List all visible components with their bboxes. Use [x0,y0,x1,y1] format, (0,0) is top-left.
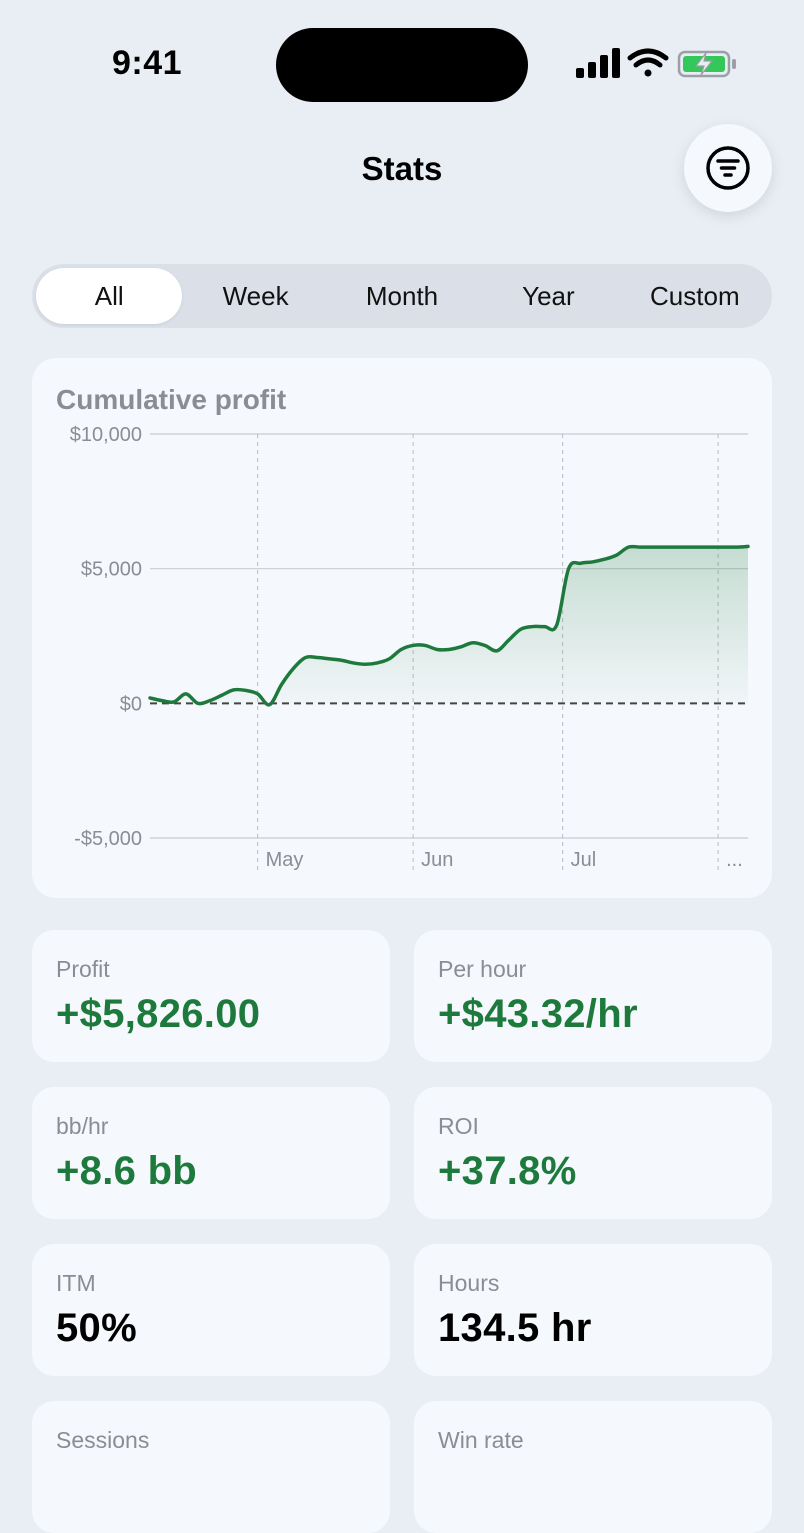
cumulative-profit-card: $10,000 $5,000 $0 -$5,000 May Jun Jul... Cumul… [32,358,772,898]
stat-card-per-hour: Per hour +$43.32/hr [414,930,772,1062]
cumulative-profit-chart: $10,000 $5,000 $0 -$5,000 May Jun Jul... [70,424,750,871]
stat-value: +$5,826.00 [56,992,261,1036]
profit-area [150,546,748,705]
stat-label: Per hour [438,956,527,982]
stat-card-sessions: Sessions [32,1401,390,1533]
profit-line [148,544,750,707]
stat-value: +37.8% [438,1149,577,1193]
x-tick-label: May [266,849,304,871]
stat-label: Hours [438,1270,500,1296]
status-time: 9:41 [112,44,183,82]
y-tick-label: -$5,000 [74,828,142,850]
stat-value: +$43.32/hr [438,992,638,1036]
stat-label: Profit [56,956,110,982]
stat-card-itm: ITM 50% [32,1244,390,1376]
stat-label: ITM [56,1270,96,1296]
filter-icon [706,146,750,190]
dynamic-island [276,28,528,102]
segment-month[interactable]: Month [365,280,439,311]
cellular-signal-icon [576,48,620,78]
chart-title: Cumulative profit [56,384,287,415]
stat-card-profit: Profit +$5,826.00 [32,930,390,1062]
status-icons [576,48,736,78]
stat-label: bb/hr [56,1113,109,1139]
stat-label: ROI [438,1113,479,1139]
stat-card-bb-hr: bb/hr +8.6 bb [32,1087,390,1219]
wifi-icon [627,48,669,77]
segment-custom[interactable]: Custom [650,280,740,311]
stat-card-roi: ROI +37.8% [414,1087,772,1219]
y-tick-label: $10,000 [70,424,142,446]
segment-week[interactable]: Week [222,280,289,311]
stat-card-win-rate: Win rate [414,1401,772,1533]
y-tick-label: $0 [120,693,142,715]
segment-year[interactable]: Year [522,280,575,311]
x-tick-label: Jul [571,849,597,871]
filter-button[interactable] [684,124,772,212]
segment-all[interactable]: All [36,268,183,324]
stat-card-hours: Hours 134.5 hr [414,1244,772,1376]
stat-value: 50% [56,1306,137,1350]
x-tick-label: Jun [421,849,453,871]
stat-value: +8.6 bb [56,1149,198,1193]
page-title: Stats [361,150,443,187]
stat-label: Sessions [56,1427,150,1453]
y-tick-label: $5,000 [81,559,142,581]
period-segmented-control: All Week Month Year Custom [32,264,772,328]
x-tick-label: ... [726,849,743,871]
battery-charging-icon [677,50,736,78]
stat-value: 134.5 hr [438,1306,592,1350]
stat-label: Win rate [438,1427,524,1453]
